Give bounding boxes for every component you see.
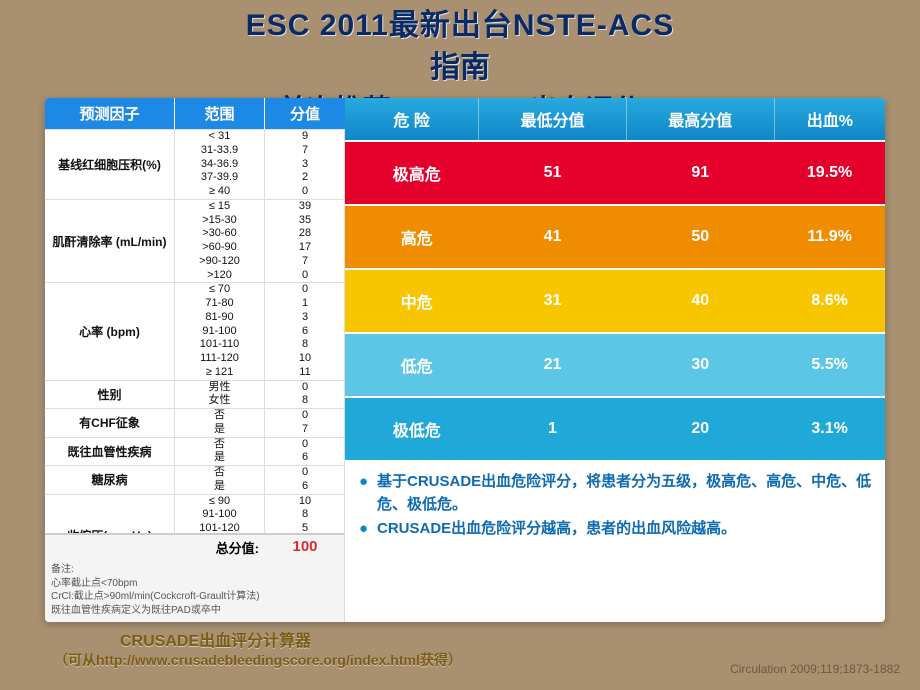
risk-cell: 低危 bbox=[345, 333, 479, 397]
risk-row: 极低危1203.1% bbox=[345, 397, 885, 460]
predictor-ranges: ≤ 15>15-30>30-60>60-90>90-120>120 bbox=[175, 200, 265, 283]
risk-col: 最高分值 bbox=[626, 98, 774, 141]
col-range: 范围 bbox=[175, 98, 265, 129]
risk-col: 危 险 bbox=[345, 98, 479, 141]
summary-bullets: 基于CRUSADE出血危险评分，将患者分为五级，极高危、高危、中危、低危、极低危… bbox=[345, 460, 885, 540]
predictor-table-body: 基线红细胞压积(%)< 3131-33.934-36.937-39.9≥ 409… bbox=[45, 129, 344, 533]
predictor-ranges: 否是 bbox=[175, 466, 265, 494]
predictor-table: 预测因子 范围 分值 基线红细胞压积(%)< 3131-33.934-36.93… bbox=[45, 98, 345, 622]
predictor-row: 既往血管性疾病否是06 bbox=[45, 437, 344, 466]
predictor-label: 有CHF征象 bbox=[45, 409, 175, 437]
risk-table: 危 险最低分值最高分值出血% 极高危519119.5%高危415011.9%中危… bbox=[345, 98, 885, 460]
predictor-row: 收缩压(mm Hg)≤ 9091-100101-120121-180181-20… bbox=[45, 494, 344, 534]
predictor-points: 97320 bbox=[265, 130, 344, 199]
note-line: 既往血管性疾病定义为既往PAD或卒中 bbox=[51, 604, 338, 618]
risk-row: 低危21305.5% bbox=[345, 333, 885, 397]
notes-block: 备注:心率截止点<70bpmCrCl:截止点>90ml/min(Cockcrof… bbox=[45, 560, 344, 622]
predictor-label: 收缩压(mm Hg) bbox=[45, 495, 175, 534]
risk-cell: 5.5% bbox=[774, 333, 885, 397]
risk-cell: 极高危 bbox=[345, 141, 479, 205]
footer-line-2: （可从http://www.crusadebleedingscore.org/i… bbox=[54, 650, 462, 670]
risk-cell: 50 bbox=[626, 205, 774, 269]
col-predictor: 预测因子 bbox=[45, 98, 175, 129]
risk-cell: 19.5% bbox=[774, 141, 885, 205]
risk-section: 危 险最低分值最高分值出血% 极高危519119.5%高危415011.9%中危… bbox=[345, 98, 885, 622]
predictor-row: 有CHF征象否是07 bbox=[45, 408, 344, 437]
risk-cell: 41 bbox=[479, 205, 627, 269]
bullet-item: 基于CRUSADE出血危险评分，将患者分为五级，极高危、高危、中危、低危、极低危… bbox=[359, 470, 873, 517]
risk-cell: 30 bbox=[626, 333, 774, 397]
predictor-row: 性别男性女性08 bbox=[45, 380, 344, 409]
risk-cell: 51 bbox=[479, 141, 627, 205]
risk-cell: 3.1% bbox=[774, 397, 885, 460]
predictor-row: 糖尿病否是06 bbox=[45, 465, 344, 494]
total-value: 100 bbox=[265, 535, 345, 560]
risk-cell: 40 bbox=[626, 269, 774, 333]
predictor-row: 肌酐清除率 (mL/min)≤ 15>15-30>30-60>60-90>90-… bbox=[45, 199, 344, 283]
predictor-table-footer: 总分值: 100 备注:心率截止点<70bpmCrCl:截止点>90ml/min… bbox=[45, 533, 344, 622]
risk-cell: 中危 bbox=[345, 269, 479, 333]
predictor-ranges: 否是 bbox=[175, 438, 265, 466]
risk-row: 高危415011.9% bbox=[345, 205, 885, 269]
title-line-1: ESC 2011最新出台NSTE-ACS bbox=[0, 0, 920, 44]
risk-cell: 8.6% bbox=[774, 269, 885, 333]
risk-cell: 20 bbox=[626, 397, 774, 460]
risk-row: 极高危519119.5% bbox=[345, 141, 885, 205]
risk-col: 最低分值 bbox=[479, 98, 627, 141]
predictor-points: 013681011 bbox=[265, 283, 344, 379]
risk-cell: 31 bbox=[479, 269, 627, 333]
risk-col: 出血% bbox=[774, 98, 885, 141]
risk-cell: 91 bbox=[626, 141, 774, 205]
predictor-table-header: 预测因子 范围 分值 bbox=[45, 98, 344, 129]
predictor-ranges: < 3131-33.934-36.937-39.9≥ 40 bbox=[175, 130, 265, 199]
risk-cell: 11.9% bbox=[774, 205, 885, 269]
total-label: 总分值: bbox=[45, 535, 265, 560]
predictor-points: 06 bbox=[265, 466, 344, 494]
predictor-points: 06 bbox=[265, 438, 344, 466]
predictor-label: 既往血管性疾病 bbox=[45, 438, 175, 466]
title-line-2: 指南 bbox=[0, 42, 920, 86]
predictor-label: 肌酐清除率 (mL/min) bbox=[45, 200, 175, 283]
predictor-ranges: ≤ 7071-8081-9091-100101-110111-120≥ 121 bbox=[175, 283, 265, 379]
notes-title: 备注: bbox=[51, 563, 338, 577]
risk-cell: 1 bbox=[479, 397, 627, 460]
note-line: 心率截止点<70bpm bbox=[51, 577, 338, 591]
predictor-points: 08 bbox=[265, 381, 344, 409]
predictor-ranges: 男性女性 bbox=[175, 381, 265, 409]
predictor-ranges: 否是 bbox=[175, 409, 265, 437]
risk-table-header: 危 险最低分值最高分值出血% bbox=[345, 98, 885, 141]
predictor-label: 糖尿病 bbox=[45, 466, 175, 494]
predictor-points: 07 bbox=[265, 409, 344, 437]
content-panel: 预测因子 范围 分值 基线红细胞压积(%)< 3131-33.934-36.93… bbox=[45, 98, 885, 622]
risk-table-body: 极高危519119.5%高危415011.9%中危31408.6%低危21305… bbox=[345, 141, 885, 460]
predictor-points: 3935281770 bbox=[265, 200, 344, 283]
citation: Circulation 2009;119;1873-1882 bbox=[730, 662, 900, 676]
note-line: CrCl:截止点>90ml/min(Cockcroft-Grault计算法) bbox=[51, 590, 338, 604]
predictor-row: 心率 (bpm)≤ 7071-8081-9091-100101-110111-1… bbox=[45, 282, 344, 379]
risk-cell: 高危 bbox=[345, 205, 479, 269]
risk-cell: 21 bbox=[479, 333, 627, 397]
predictor-label: 基线红细胞压积(%) bbox=[45, 130, 175, 199]
risk-row: 中危31408.6% bbox=[345, 269, 885, 333]
predictor-points: 1085135 bbox=[265, 495, 344, 534]
bullet-item: CRUSADE出血危险评分越高，患者的出血风险越高。 bbox=[359, 517, 873, 540]
risk-cell: 极低危 bbox=[345, 397, 479, 460]
footer-line-1: CRUSADE出血评分计算器 bbox=[120, 627, 311, 651]
predictor-ranges: ≤ 9091-100101-120121-180181-200≥ 201 bbox=[175, 495, 265, 534]
predictor-label: 心率 (bpm) bbox=[45, 283, 175, 379]
predictor-row: 基线红细胞压积(%)< 3131-33.934-36.937-39.9≥ 409… bbox=[45, 129, 344, 199]
predictor-label: 性别 bbox=[45, 381, 175, 409]
col-points: 分值 bbox=[265, 98, 345, 129]
